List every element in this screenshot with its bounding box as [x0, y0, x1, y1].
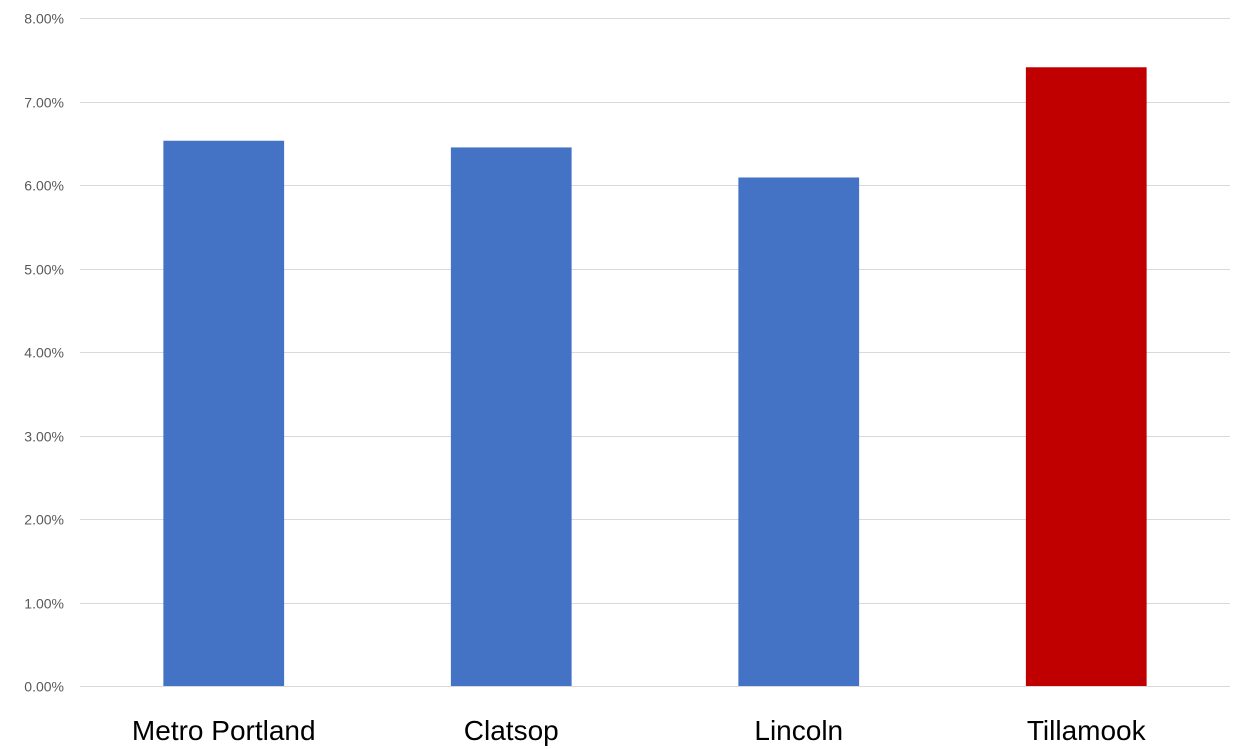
y-tick-label: 5.00% — [24, 262, 64, 278]
x-tick-label: Tillamook — [1027, 715, 1147, 746]
x-tick-label: Metro Portland — [132, 715, 316, 746]
y-tick-label: 4.00% — [24, 345, 64, 361]
y-tick-label: 2.00% — [24, 512, 64, 528]
y-tick-label: 3.00% — [24, 429, 64, 445]
x-axis-tick-labels: Metro Portland Clatsop Lincoln Tillamook — [132, 715, 1147, 746]
y-tick-label: 8.00% — [24, 11, 64, 27]
y-tick-label: 1.00% — [24, 596, 64, 612]
y-tick-label: 7.00% — [24, 95, 64, 111]
x-tick-label: Clatsop — [464, 715, 559, 746]
y-tick-label: 6.00% — [24, 178, 64, 194]
bars — [163, 67, 1147, 687]
y-axis-tick-labels: 0.00% 1.00% 2.00% 3.00% 4.00% 5.00% 6.00% 7.00%… — [24, 11, 64, 695]
bar-tillamook — [1025, 67, 1147, 686]
bar-clatsop — [450, 147, 572, 687]
bar-metro-portland — [163, 140, 285, 686]
x-tick-label: Lincoln — [754, 715, 843, 746]
bar-lincoln — [738, 177, 860, 687]
y-tick-label: 0.00% — [24, 679, 64, 695]
